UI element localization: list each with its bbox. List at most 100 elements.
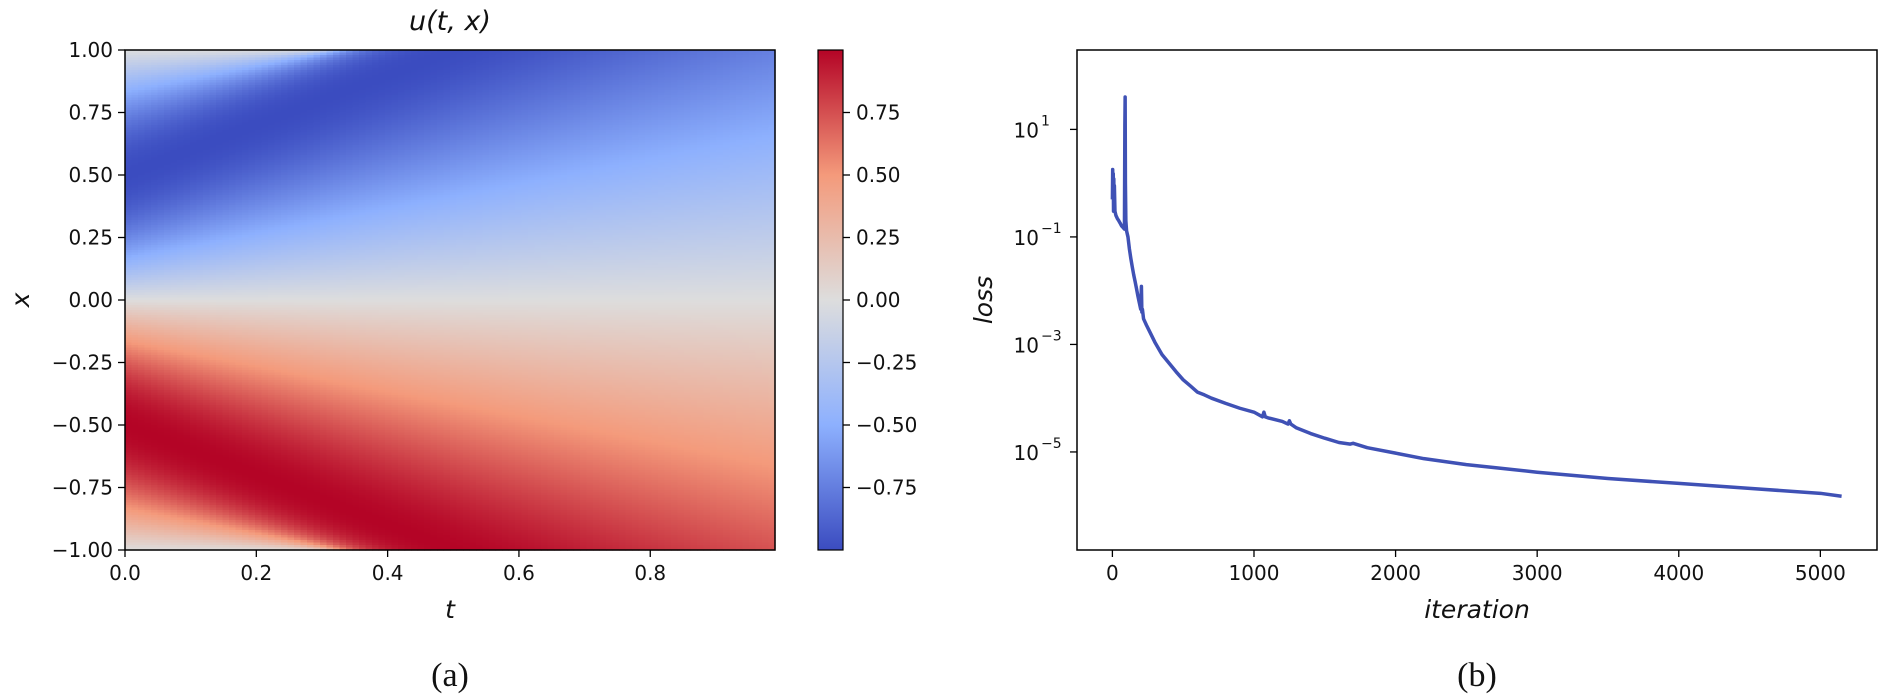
heatmap-cell <box>138 462 146 466</box>
heatmap-cell <box>183 172 191 176</box>
heatmap-cell <box>125 72 133 76</box>
heatmap-cell <box>125 352 133 356</box>
heatmap-cell <box>190 187 198 191</box>
heatmap-cell <box>164 432 172 436</box>
heatmap-cell <box>190 200 198 204</box>
heatmap-cell <box>164 97 172 101</box>
heatmap-cell <box>138 322 146 326</box>
heatmap-cell <box>144 210 152 214</box>
heatmap-cell <box>151 247 159 251</box>
heatmap-cell <box>170 520 178 524</box>
heatmap-cell <box>190 252 198 256</box>
heatmap-cell <box>144 467 152 471</box>
heatmap-cell <box>190 487 198 491</box>
heatmap-cell <box>144 235 152 239</box>
heatmap-cell <box>177 132 185 136</box>
heatmap-cell <box>170 102 178 106</box>
heatmap-cell <box>144 542 152 546</box>
heatmap-cell <box>164 177 172 181</box>
heatmap-cell <box>164 207 172 211</box>
heatmap-cell <box>196 195 204 199</box>
heatmap-cell <box>164 430 172 434</box>
heatmap-cell <box>170 545 178 549</box>
heatmap-cell <box>151 467 159 471</box>
heatmap-cell <box>138 195 146 199</box>
heatmap-cell <box>183 122 191 126</box>
heatmap-cell <box>177 300 185 304</box>
heatmap-cell <box>170 440 178 444</box>
heatmap-cell <box>177 85 185 89</box>
heatmap-cell <box>125 152 133 156</box>
heatmap-cell <box>151 237 159 241</box>
heatmap-cell <box>144 192 152 196</box>
heatmap-cell <box>151 282 159 286</box>
heatmap-cell <box>125 272 133 276</box>
heatmap-cell <box>183 495 191 499</box>
heatmap-cell <box>164 235 172 239</box>
heatmap-cell <box>144 90 152 94</box>
heatmap-cell <box>170 507 178 511</box>
heatmap-cell <box>183 92 191 96</box>
heatmap-cell <box>196 125 204 129</box>
heatmap-cell <box>164 482 172 486</box>
heatmap-cell <box>190 345 198 349</box>
heatmap-cell <box>157 97 165 101</box>
heatmap-cell <box>177 167 185 171</box>
heatmap-cell <box>196 217 204 221</box>
heatmap-cell <box>157 330 165 334</box>
heatmap-cell <box>177 170 185 174</box>
heatmap-cell <box>157 375 165 379</box>
heatmap-cell <box>170 477 178 481</box>
heatmap-cell <box>157 335 165 339</box>
heatmap-cell <box>131 372 139 376</box>
heatmap-cell <box>183 427 191 431</box>
heatmap-cell <box>183 257 191 261</box>
heatmap-cell <box>131 182 139 186</box>
heatmap-cell <box>170 542 178 546</box>
heatmap-cell <box>177 250 185 254</box>
heatmap-cell <box>190 405 198 409</box>
heatmap-cell <box>138 275 146 279</box>
heatmap-cell <box>177 342 185 346</box>
heatmap-cell <box>125 417 133 421</box>
heatmap-cell <box>183 477 191 481</box>
heatmap-cell <box>164 317 172 321</box>
heatmap-cell <box>125 140 133 144</box>
heatmap-cell <box>170 190 178 194</box>
heatmap-cell <box>190 467 198 471</box>
heatmap-cell <box>151 320 159 324</box>
heatmap-cell <box>151 122 159 126</box>
heatmap-cell <box>183 410 191 414</box>
heatmap-cell <box>170 317 178 321</box>
heatmap-cell <box>151 67 159 71</box>
heatmap-cell <box>138 277 146 281</box>
heatmap-cell <box>157 235 165 239</box>
heatmap-cell <box>190 175 198 179</box>
heatmap-cell <box>157 117 165 121</box>
heatmap-cell <box>144 350 152 354</box>
heatmap-cell <box>170 267 178 271</box>
heatmap-cell <box>131 455 139 459</box>
heatmap-cell <box>151 97 159 101</box>
heatmap-cell <box>190 395 198 399</box>
heatmap-cell <box>177 75 185 79</box>
heatmap-cell <box>177 200 185 204</box>
heatmap-cell <box>196 190 204 194</box>
heatmap-cell <box>157 327 165 331</box>
heatmap-cell <box>151 252 159 256</box>
heatmap-cell <box>190 445 198 449</box>
heatmap-cell <box>131 230 139 234</box>
heatmap-cell <box>151 72 159 76</box>
heatmap-cell <box>190 317 198 321</box>
heatmap-cell <box>196 370 204 374</box>
heatmap-cell <box>177 380 185 384</box>
heatmap-cell <box>157 510 165 514</box>
heatmap-cell <box>157 305 165 309</box>
heatmap-cell <box>190 57 198 61</box>
heatmap-cell <box>125 527 133 531</box>
heatmap-cell <box>151 520 159 524</box>
heatmap-cell <box>125 395 133 399</box>
heatmap-cell <box>125 462 133 466</box>
heatmap-cell <box>183 237 191 241</box>
heatmap-cell <box>144 335 152 339</box>
